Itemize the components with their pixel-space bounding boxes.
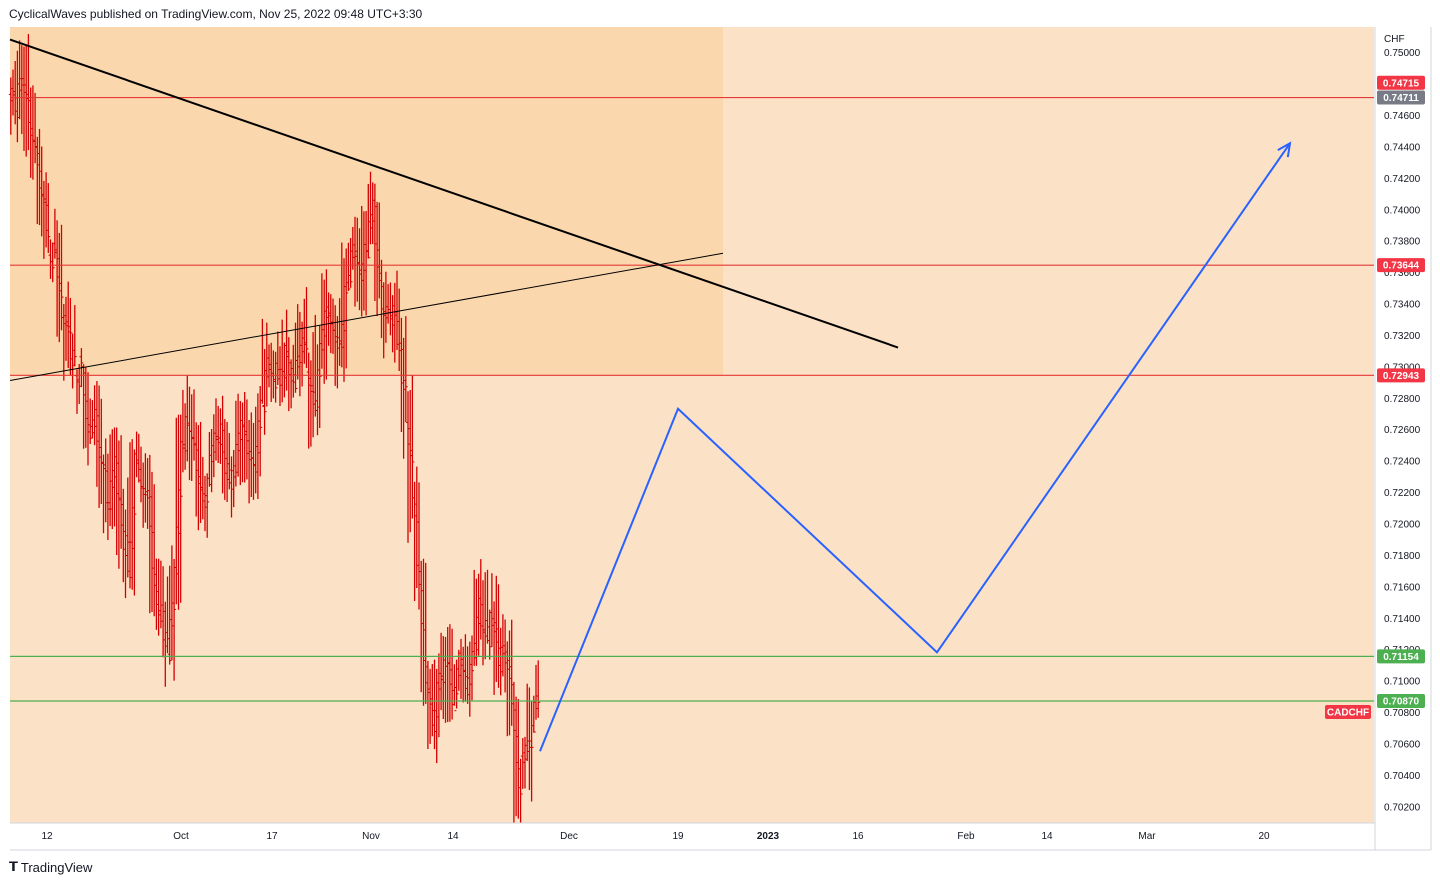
price-tick-label: 0.74400	[1384, 142, 1421, 153]
highlight-zone[interactable]	[10, 27, 723, 376]
currency-label: CHF	[1384, 34, 1405, 45]
price-tag-text: 0.72943	[1383, 371, 1420, 382]
projection-arrow-head	[1277, 141, 1292, 158]
price-tag	[1377, 90, 1425, 105]
time-tick-label: 16	[852, 831, 864, 842]
time-tick-label: 20	[1258, 831, 1270, 842]
price-tick-label: 0.70600	[1384, 739, 1421, 750]
price-tick-label: 0.71600	[1384, 582, 1421, 593]
price-ticks: 0.750000.748000.746000.744000.742000.740…	[1384, 48, 1421, 813]
time-tick-label: 2023	[757, 831, 780, 842]
time-tick-label: 17	[266, 831, 278, 842]
time-tick-label: Feb	[957, 831, 975, 842]
price-tag	[1377, 75, 1425, 90]
price-axis-panel[interactable]	[1375, 27, 1431, 850]
price-tick-label: 0.71800	[1384, 551, 1421, 562]
price-tick-label: 0.71000	[1384, 677, 1421, 688]
footer-logo-text: TradingView	[20, 859, 93, 875]
time-tick-label: 14	[447, 831, 459, 842]
price-tick-label: 0.74000	[1384, 205, 1421, 216]
time-tick-label: Dec	[560, 831, 578, 842]
symbol-tag-text: CADCHF	[1327, 708, 1369, 719]
price-tag	[1377, 649, 1425, 664]
price-tick-label: 0.72800	[1384, 394, 1421, 405]
projection-path[interactable]	[539, 142, 1291, 752]
price-tick-label: 0.72200	[1384, 488, 1421, 499]
projection-group	[539, 141, 1292, 752]
price-tick-label: 0.70800	[1384, 708, 1421, 719]
price-tick-label: 0.72400	[1384, 457, 1421, 468]
horizontal-levels	[10, 96, 1374, 702]
price-tick-label: 0.71400	[1384, 614, 1421, 625]
price-tag-text: 0.71154	[1383, 652, 1419, 663]
price-tick-label: 0.74200	[1384, 174, 1421, 185]
candles-group	[8, 34, 541, 825]
price-tick-label: 0.73800	[1384, 237, 1421, 248]
tradingview-logo-icon: 𝗧	[9, 859, 18, 874]
price-tag	[1377, 258, 1425, 273]
price-tick-label: 0.70400	[1384, 771, 1421, 782]
price-tick-label: 0.73000	[1384, 362, 1421, 373]
price-tag-text: 0.74711	[1383, 93, 1419, 104]
trend-line-ascending-support[interactable]	[9, 252, 724, 382]
price-tag	[1377, 694, 1425, 709]
time-axis-panel[interactable]	[10, 823, 1375, 850]
price-tag-text: 0.73644	[1383, 261, 1420, 272]
time-tick-label: Oct	[173, 831, 189, 842]
price-tick-label: 0.73600	[1384, 268, 1421, 279]
footer: 𝗧 TradingView	[9, 858, 92, 876]
time-tick-label: 12	[41, 831, 53, 842]
symbol-tag	[1325, 705, 1371, 720]
time-tick-label: 14	[1041, 831, 1053, 842]
price-tag-text: 0.74715	[1383, 78, 1420, 89]
publish-info: CyclicalWaves published on TradingView.c…	[9, 7, 423, 21]
trend-lines	[9, 38, 899, 382]
price-tags: 0.74715 0.74711 0.73644 0.72943 0.71154 0.708…	[1325, 75, 1425, 720]
price-tick-label: 0.72000	[1384, 519, 1421, 530]
price-tag	[1377, 368, 1425, 383]
price-tick-label: 0.73200	[1384, 331, 1421, 342]
trend-line-descending-resistance[interactable]	[9, 38, 899, 349]
time-tick-label: Nov	[362, 831, 380, 842]
price-tick-label: 0.72600	[1384, 425, 1421, 436]
price-tick-label: 0.74600	[1384, 111, 1421, 122]
time-tick-label: Mar	[1138, 831, 1156, 842]
price-tick-label: 0.70200	[1384, 802, 1421, 813]
price-tag-text: 0.70870	[1383, 697, 1420, 708]
time-ticks: 12 Oct 17 Nov 14 Dec 19 2023 16 Feb 14 Mar 20	[41, 831, 1270, 842]
time-tick-label: 19	[672, 831, 684, 842]
price-tick-label: 0.75000	[1384, 48, 1421, 59]
price-tick-label: 0.73400	[1384, 300, 1421, 311]
